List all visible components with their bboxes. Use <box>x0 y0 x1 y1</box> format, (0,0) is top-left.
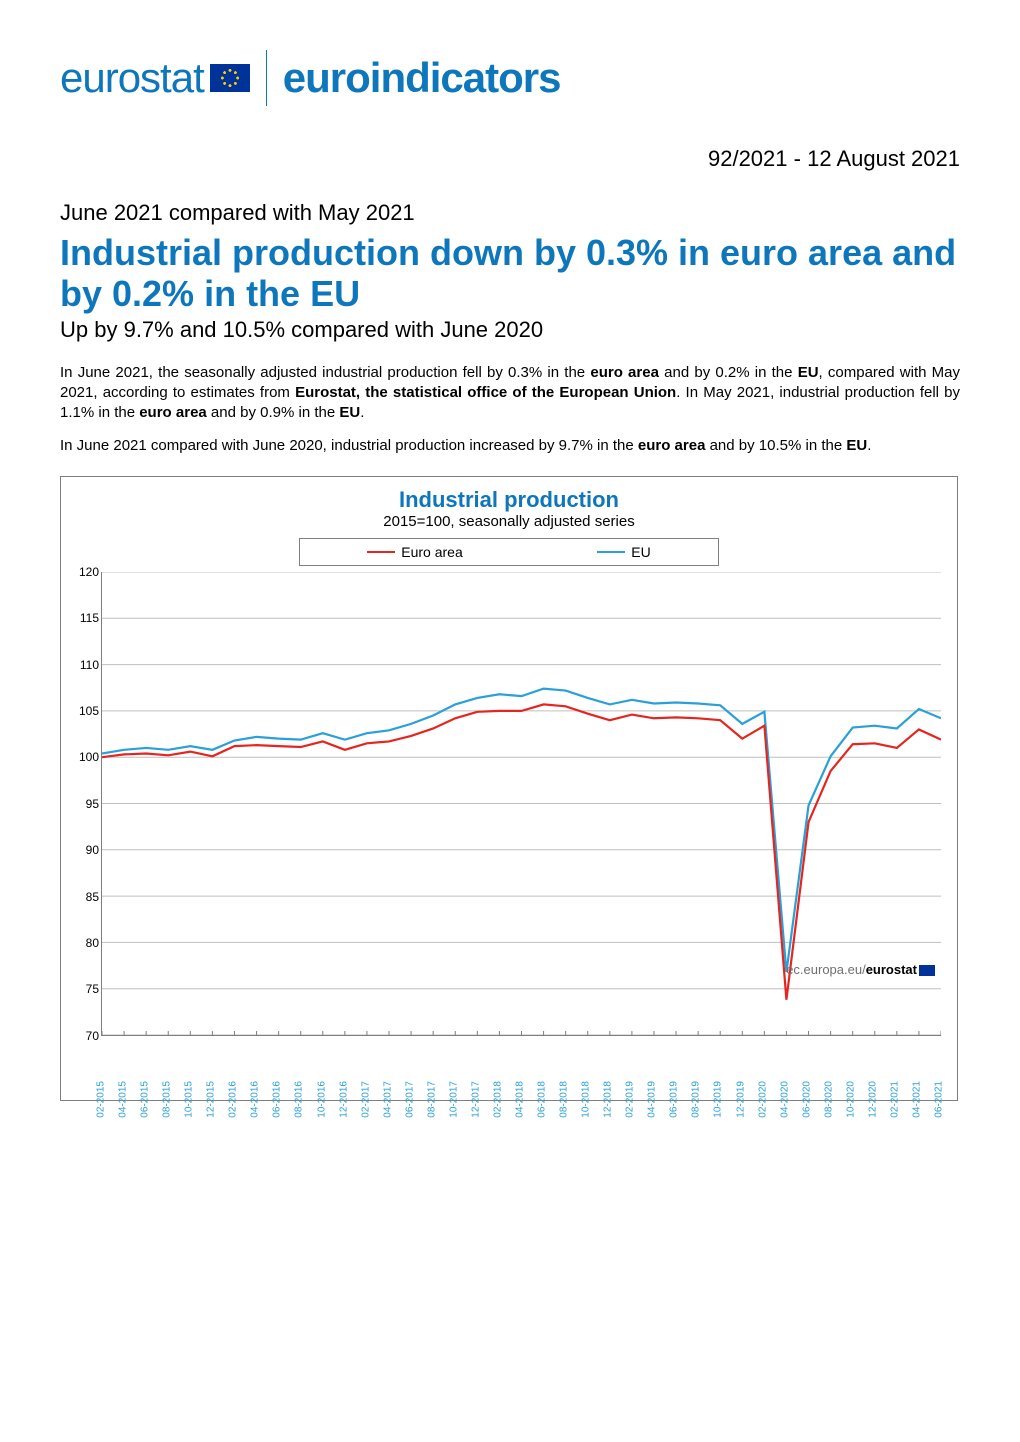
y-tick-label: 105 <box>79 704 99 718</box>
x-tick-label: 06-2015 <box>140 1081 151 1118</box>
legend-swatch <box>597 551 625 553</box>
eurostat-wordmark: eurostat <box>60 54 204 102</box>
x-tick-label: 12-2016 <box>338 1081 349 1118</box>
x-tick-label: 12-2020 <box>867 1081 878 1118</box>
x-tick-label: 02-2016 <box>228 1081 239 1118</box>
x-tick-label: 12-2018 <box>603 1081 614 1118</box>
pre-title: June 2021 compared with May 2021 <box>60 200 960 226</box>
paragraph-1: In June 2021, the seasonally adjusted in… <box>60 363 960 424</box>
x-tick-label: 08-2015 <box>162 1081 173 1118</box>
y-tick-label: 95 <box>86 797 99 811</box>
chart-watermark: ec.europa.eu/eurostat <box>786 962 935 977</box>
sub-title: Up by 9.7% and 10.5% compared with June … <box>60 317 960 343</box>
chart-plot: 707580859095100105110115120 ec.europa.eu… <box>101 572 941 1092</box>
x-tick-label: 02-2020 <box>757 1081 768 1118</box>
x-tick-label: 06-2017 <box>404 1081 415 1118</box>
x-tick-label: 10-2019 <box>713 1081 724 1118</box>
x-tick-label: 12-2019 <box>735 1081 746 1118</box>
chart-y-axis: 707580859095100105110115120 <box>73 572 101 1036</box>
chart-series-line <box>102 704 941 999</box>
issue-number: 92/2021 <box>708 146 788 171</box>
paragraph-2: In June 2021 compared with June 2020, in… <box>60 436 960 456</box>
x-tick-label: 02-2015 <box>96 1081 107 1118</box>
x-tick-label: 12-2015 <box>206 1081 217 1118</box>
chart-subtitle: 2015=100, seasonally adjusted series <box>73 513 945 530</box>
brand-logo: eurostat euroindicators <box>60 50 960 106</box>
chart-container: Industrial production 2015=100, seasonal… <box>60 476 958 1101</box>
chart-series-line <box>102 688 941 971</box>
x-tick-label: 06-2020 <box>801 1081 812 1118</box>
x-tick-label: 08-2016 <box>294 1081 305 1118</box>
chart-x-axis: 02-201504-201506-201508-201510-201512-20… <box>101 1036 941 1092</box>
chart-legend: Euro area EU <box>299 538 719 566</box>
legend-label: Euro area <box>401 544 462 560</box>
x-tick-label: 04-2020 <box>779 1081 790 1118</box>
issue-sep: - <box>788 146 808 171</box>
y-tick-label: 120 <box>79 565 99 579</box>
x-tick-label: 12-2017 <box>470 1081 481 1118</box>
x-tick-label: 06-2016 <box>272 1081 283 1118</box>
x-tick-label: 10-2016 <box>316 1081 327 1118</box>
x-tick-label: 10-2017 <box>448 1081 459 1118</box>
y-tick-label: 90 <box>86 843 99 857</box>
x-tick-label: 08-2019 <box>691 1081 702 1118</box>
x-tick-label: 10-2015 <box>184 1081 195 1118</box>
euroindicators-wordmark: euroindicators <box>283 54 561 102</box>
x-tick-label: 02-2021 <box>889 1081 900 1118</box>
x-tick-label: 08-2018 <box>559 1081 570 1118</box>
x-tick-label: 02-2019 <box>625 1081 636 1118</box>
issue-line: 92/2021 - 12 August 2021 <box>60 146 960 172</box>
chart-title: Industrial production <box>73 487 945 513</box>
legend-item: Euro area <box>367 544 462 560</box>
x-tick-label: 04-2018 <box>515 1081 526 1118</box>
x-tick-label: 04-2021 <box>911 1081 922 1118</box>
x-tick-label: 08-2020 <box>823 1081 834 1118</box>
y-tick-label: 100 <box>79 750 99 764</box>
x-tick-label: 02-2018 <box>492 1081 503 1118</box>
page-title: Industrial production down by 0.3% in eu… <box>60 232 960 315</box>
x-tick-label: 04-2017 <box>382 1081 393 1118</box>
chart-plot-area: ec.europa.eu/eurostat <box>101 572 941 1036</box>
x-tick-label: 06-2019 <box>669 1081 680 1118</box>
x-tick-label: 06-2021 <box>934 1081 945 1118</box>
x-tick-label: 08-2017 <box>426 1081 437 1118</box>
y-tick-label: 80 <box>86 936 99 950</box>
x-tick-label: 02-2017 <box>360 1081 371 1118</box>
x-tick-label: 10-2018 <box>581 1081 592 1118</box>
y-tick-label: 115 <box>80 611 99 625</box>
legend-item: EU <box>597 544 650 560</box>
issue-date: 12 August 2021 <box>807 146 960 171</box>
legend-label: EU <box>631 544 650 560</box>
x-tick-label: 10-2020 <box>845 1081 856 1118</box>
x-tick-label: 06-2018 <box>537 1081 548 1118</box>
legend-swatch <box>367 551 395 553</box>
y-tick-label: 85 <box>86 890 99 904</box>
x-tick-label: 04-2016 <box>250 1081 261 1118</box>
x-tick-label: 04-2019 <box>647 1081 658 1118</box>
eu-flag-icon <box>210 64 250 92</box>
y-tick-label: 75 <box>86 982 99 996</box>
y-tick-label: 110 <box>80 658 99 672</box>
logo-divider <box>266 50 267 106</box>
x-tick-label: 04-2015 <box>118 1081 129 1118</box>
y-tick-label: 70 <box>86 1029 99 1043</box>
